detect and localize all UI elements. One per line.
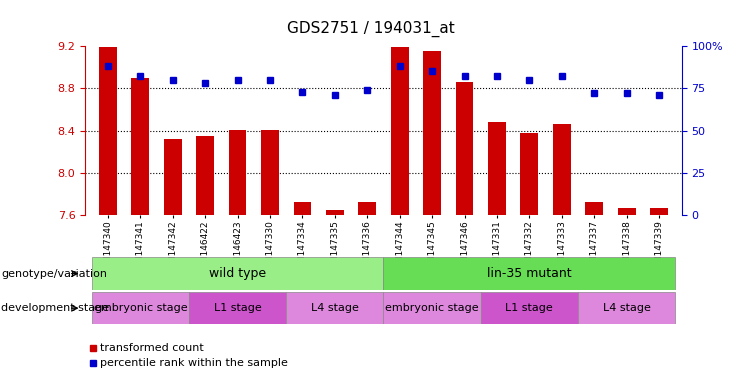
- Text: GDS2751 / 194031_at: GDS2751 / 194031_at: [287, 21, 454, 37]
- Bar: [618, 208, 636, 215]
- Text: L1 stage: L1 stage: [505, 303, 554, 313]
- Bar: [481, 292, 578, 324]
- Bar: [359, 202, 376, 215]
- Text: percentile rank within the sample: percentile rank within the sample: [100, 358, 288, 368]
- Text: L4 stage: L4 stage: [311, 303, 359, 313]
- Text: genotype/variation: genotype/variation: [1, 268, 107, 279]
- Bar: [189, 292, 286, 324]
- Bar: [391, 47, 408, 215]
- Bar: [164, 139, 182, 215]
- Text: lin-35 mutant: lin-35 mutant: [487, 267, 571, 280]
- Bar: [423, 51, 441, 215]
- Bar: [578, 292, 675, 324]
- Bar: [650, 208, 668, 215]
- Bar: [553, 124, 571, 215]
- Bar: [384, 257, 675, 290]
- Bar: [384, 292, 481, 324]
- Text: embryonic stage: embryonic stage: [385, 303, 479, 313]
- Bar: [293, 202, 311, 215]
- Text: wild type: wild type: [209, 267, 266, 280]
- Bar: [326, 210, 344, 215]
- Bar: [585, 202, 603, 215]
- Bar: [261, 129, 279, 215]
- Bar: [92, 257, 384, 290]
- Bar: [131, 78, 149, 215]
- Text: L4 stage: L4 stage: [602, 303, 651, 313]
- Bar: [196, 136, 214, 215]
- Bar: [520, 132, 538, 215]
- Text: transformed count: transformed count: [100, 343, 204, 353]
- Bar: [456, 82, 473, 215]
- Text: development stage: development stage: [1, 303, 110, 313]
- Bar: [99, 47, 117, 215]
- Text: embryonic stage: embryonic stage: [93, 303, 187, 313]
- Text: L1 stage: L1 stage: [213, 303, 262, 313]
- Bar: [92, 292, 189, 324]
- Bar: [286, 292, 384, 324]
- Bar: [488, 122, 506, 215]
- Bar: [229, 129, 247, 215]
